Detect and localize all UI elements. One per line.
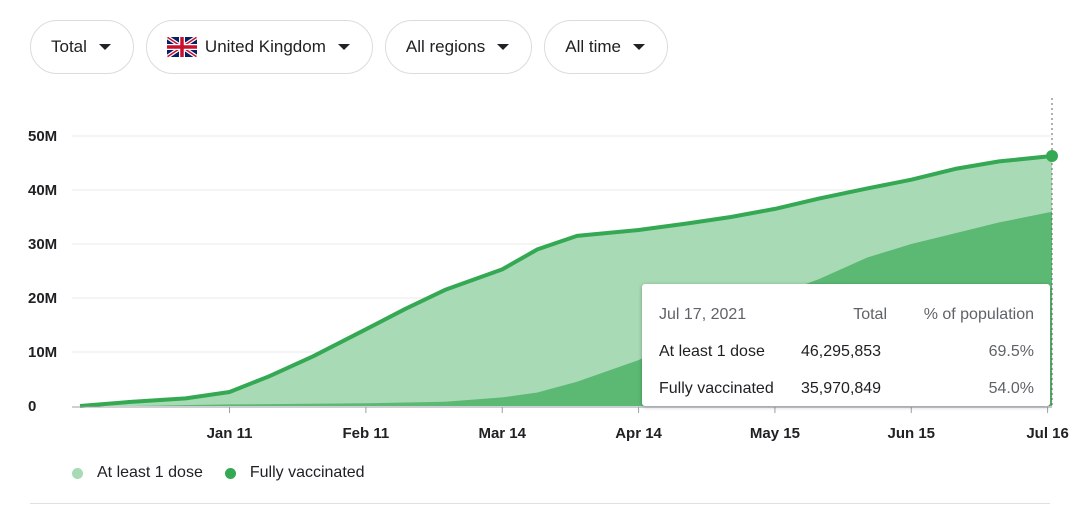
y-tick-label: 40M [28,182,57,199]
tooltip-row-pct: 69.5% [988,342,1034,360]
caret-down-icon [98,44,111,50]
y-tick-label: 0 [28,398,36,415]
legend-swatch-at-least-1-dose [72,467,83,479]
x-tick-label: Mar 14 [478,425,526,442]
caret-down-icon [633,44,645,50]
chart-tooltip: Jul 17, 2021 Total % of population At le… [642,284,1050,406]
region-dropdown[interactable]: All regions [384,20,533,74]
y-tick-label: 30M [28,236,57,253]
legend-label-at-least-1-dose: At least 1 dose [97,464,203,481]
tooltip-row-at-least-1-dose: At least 1 dose 46,295,853 69.5% [659,333,1034,370]
country-dropdown[interactable]: United Kingdom [145,20,373,74]
time-dropdown[interactable]: All time [544,20,668,74]
x-tick-label: May 15 [750,425,800,442]
region-dropdown-label: All regions [405,37,486,56]
legend-item-fully-vaccinated[interactable]: Fully vaccinated [224,464,365,482]
data-point-latest [1046,150,1058,163]
y-tick-label: 50M [28,128,57,145]
x-tick-label: Jul 16 [1026,425,1069,442]
tooltip-col-total: Total [853,305,887,323]
x-tick-label: Apr 14 [615,425,662,442]
tooltip-row-label: Fully vaccinated [659,379,774,397]
line-at-least-1-dose [79,154,1053,408]
tooltip-row-pct: 54.0% [988,379,1034,397]
y-tick-label: 10M [28,344,57,361]
legend-swatch-fully-vaccinated [224,467,236,479]
legend-label-fully-vaccinated: Fully vaccinated [249,464,365,481]
tooltip-row-total: 46,295,853 [801,342,882,360]
x-tick-label: Jun 15 [887,425,935,442]
filter-bar: Total United Kingdom All regions All tim… [30,20,668,74]
tooltip-date: Jul 17, 2021 [659,305,747,323]
caret-down-icon [497,44,510,50]
chart-legend: At least 1 dose Fully vaccinated [72,464,387,482]
y-tick-label: 20M [28,290,57,307]
tooltip-row-label: At least 1 dose [659,342,765,360]
metric-dropdown-label: Total [51,37,87,56]
uk-flag-icon [166,36,197,58]
tooltip-header: Jul 17, 2021 Total % of population [659,296,1034,333]
legend-item-at-least-1-dose[interactable]: At least 1 dose [72,464,203,482]
x-tick-label: Jan 11 [207,425,253,442]
caret-down-icon [337,44,350,50]
x-tick-label: Feb 11 [343,425,390,442]
tooltip-row-total: 35,970,849 [801,379,882,397]
tooltip-row-fully-vaccinated: Fully vaccinated 35,970,849 54.0% [659,370,1034,407]
time-dropdown-label: All time [565,37,621,56]
country-dropdown-label: United Kingdom [204,37,326,56]
bottom-divider [30,503,1050,504]
metric-dropdown[interactable]: Total [30,20,134,74]
tooltip-col-pct: % of population [923,305,1034,323]
